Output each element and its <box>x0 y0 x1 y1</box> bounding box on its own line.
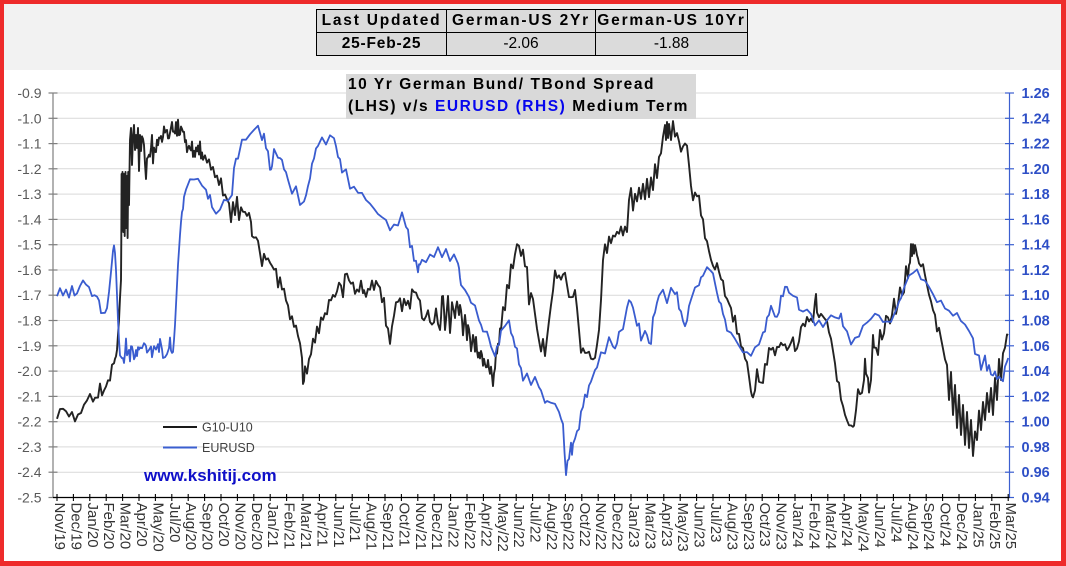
svg-text:Oct/21: Oct/21 <box>395 503 412 547</box>
svg-text:Jun/22: Jun/22 <box>510 503 527 548</box>
svg-text:Aug/24: Aug/24 <box>904 503 921 551</box>
svg-text:1.12: 1.12 <box>1022 263 1050 279</box>
svg-text:Mar/23: Mar/23 <box>641 503 658 550</box>
svg-text:Dec/19: Dec/19 <box>67 503 84 551</box>
svg-text:-1.3: -1.3 <box>17 186 41 202</box>
svg-text:Aug/20: Aug/20 <box>182 503 199 551</box>
svg-text:0.94: 0.94 <box>1022 491 1050 507</box>
svg-text:1.22: 1.22 <box>1022 137 1050 153</box>
svg-text:Aug/23: Aug/23 <box>723 503 740 551</box>
svg-text:-2.0: -2.0 <box>17 363 41 379</box>
svg-text:1.08: 1.08 <box>1022 314 1050 330</box>
svg-text:May/22: May/22 <box>494 503 511 552</box>
svg-text:-1.5: -1.5 <box>17 237 41 253</box>
svg-text:Mar/24: Mar/24 <box>822 503 839 550</box>
svg-text:Aug/21: Aug/21 <box>363 503 380 551</box>
svg-text:1.18: 1.18 <box>1022 187 1050 203</box>
svg-text:1.00: 1.00 <box>1022 415 1050 431</box>
svg-text:Apr/23: Apr/23 <box>658 503 675 547</box>
svg-text:-1.9: -1.9 <box>17 338 41 354</box>
svg-text:-2.3: -2.3 <box>17 439 41 455</box>
svg-text:Dec/24: Dec/24 <box>953 503 970 551</box>
svg-text:Oct/20: Oct/20 <box>215 503 232 547</box>
svg-text:Jan/20: Jan/20 <box>84 503 101 548</box>
svg-text:-1.2: -1.2 <box>17 161 41 177</box>
svg-text:-0.9: -0.9 <box>17 85 41 101</box>
svg-text:Sep/20: Sep/20 <box>199 503 216 551</box>
svg-text:-1.8: -1.8 <box>17 313 41 329</box>
svg-text:Sep/21: Sep/21 <box>379 503 396 551</box>
svg-text:G10-U10: G10-U10 <box>202 421 253 435</box>
svg-text:Jan/21: Jan/21 <box>264 503 281 548</box>
svg-text:Apr/21: Apr/21 <box>313 503 330 547</box>
svg-text:Feb/24: Feb/24 <box>805 503 822 550</box>
svg-text:Apr/22: Apr/22 <box>477 503 494 547</box>
svg-text:www.kshitij.com: www.kshitij.com <box>143 466 277 485</box>
svg-text:1.14: 1.14 <box>1022 238 1050 254</box>
svg-text:Apr/24: Apr/24 <box>838 503 855 547</box>
svg-text:-1.1: -1.1 <box>17 136 41 152</box>
svg-text:Dec/22: Dec/22 <box>609 503 626 551</box>
svg-text:-2.1: -2.1 <box>17 388 41 404</box>
svg-text:1.26: 1.26 <box>1022 86 1050 102</box>
svg-text:-1.0: -1.0 <box>17 110 41 126</box>
svg-text:Jun/23: Jun/23 <box>691 503 708 548</box>
svg-text:Sep/24: Sep/24 <box>920 503 937 551</box>
svg-text:1.04: 1.04 <box>1022 364 1050 380</box>
svg-text:1.06: 1.06 <box>1022 339 1050 355</box>
svg-text:Jul/24: Jul/24 <box>887 503 904 543</box>
svg-text:Oct/23: Oct/23 <box>756 503 773 547</box>
svg-text:0.98: 0.98 <box>1022 440 1050 456</box>
svg-text:Oct/24: Oct/24 <box>937 503 954 547</box>
svg-text:Jul/20: Jul/20 <box>166 503 183 543</box>
svg-text:Nov/20: Nov/20 <box>231 503 248 551</box>
svg-text:Jun/24: Jun/24 <box>871 503 888 548</box>
svg-text:-1.4: -1.4 <box>17 211 41 227</box>
svg-text:Jul/22: Jul/22 <box>527 503 544 543</box>
svg-text:Sep/23: Sep/23 <box>740 503 757 551</box>
svg-text:Aug/22: Aug/22 <box>543 503 560 551</box>
svg-text:Jun/21: Jun/21 <box>330 503 347 548</box>
svg-text:-2.4: -2.4 <box>17 464 41 480</box>
svg-text:Apr/20: Apr/20 <box>133 503 150 547</box>
svg-text:1.10: 1.10 <box>1022 288 1050 304</box>
svg-text:Nov/22: Nov/22 <box>592 503 609 551</box>
svg-text:Mar/20: Mar/20 <box>117 503 134 550</box>
svg-text:1.24: 1.24 <box>1022 111 1050 127</box>
svg-text:May/23: May/23 <box>674 503 691 552</box>
svg-text:Jul/21: Jul/21 <box>346 503 363 543</box>
svg-text:-1.6: -1.6 <box>17 262 41 278</box>
svg-text:Jan/24: Jan/24 <box>789 503 806 548</box>
svg-text:1.20: 1.20 <box>1022 162 1050 178</box>
svg-text:Nov/21: Nov/21 <box>412 503 429 551</box>
svg-text:Mar/25: Mar/25 <box>1002 503 1019 550</box>
svg-text:Sep/22: Sep/22 <box>559 503 576 551</box>
svg-text:EURUSD: EURUSD <box>202 441 255 455</box>
svg-text:Jan/25: Jan/25 <box>969 503 986 548</box>
svg-text:Mar/21: Mar/21 <box>297 503 314 550</box>
svg-text:Jan/22: Jan/22 <box>445 503 462 548</box>
svg-text:Nov/23: Nov/23 <box>773 503 790 551</box>
svg-text:Jan/23: Jan/23 <box>625 503 642 548</box>
svg-text:Feb/25: Feb/25 <box>986 503 1003 550</box>
svg-text:Feb/22: Feb/22 <box>461 503 478 550</box>
svg-text:Jul/23: Jul/23 <box>707 503 724 543</box>
svg-text:Feb/20: Feb/20 <box>100 503 117 550</box>
svg-text:-2.2: -2.2 <box>17 414 41 430</box>
svg-text:1.02: 1.02 <box>1022 389 1050 405</box>
svg-text:0.96: 0.96 <box>1022 465 1050 481</box>
svg-text:Dec/21: Dec/21 <box>428 503 445 551</box>
svg-text:-1.7: -1.7 <box>17 287 41 303</box>
svg-text:Nov/19: Nov/19 <box>51 503 68 551</box>
svg-text:Oct/22: Oct/22 <box>576 503 593 547</box>
svg-text:-2.5: -2.5 <box>17 490 41 506</box>
svg-text:Dec/20: Dec/20 <box>248 503 265 551</box>
svg-text:1.16: 1.16 <box>1022 212 1050 228</box>
svg-text:May/24: May/24 <box>855 503 872 552</box>
svg-text:May/20: May/20 <box>149 503 166 552</box>
svg-text:Feb/21: Feb/21 <box>281 503 298 550</box>
